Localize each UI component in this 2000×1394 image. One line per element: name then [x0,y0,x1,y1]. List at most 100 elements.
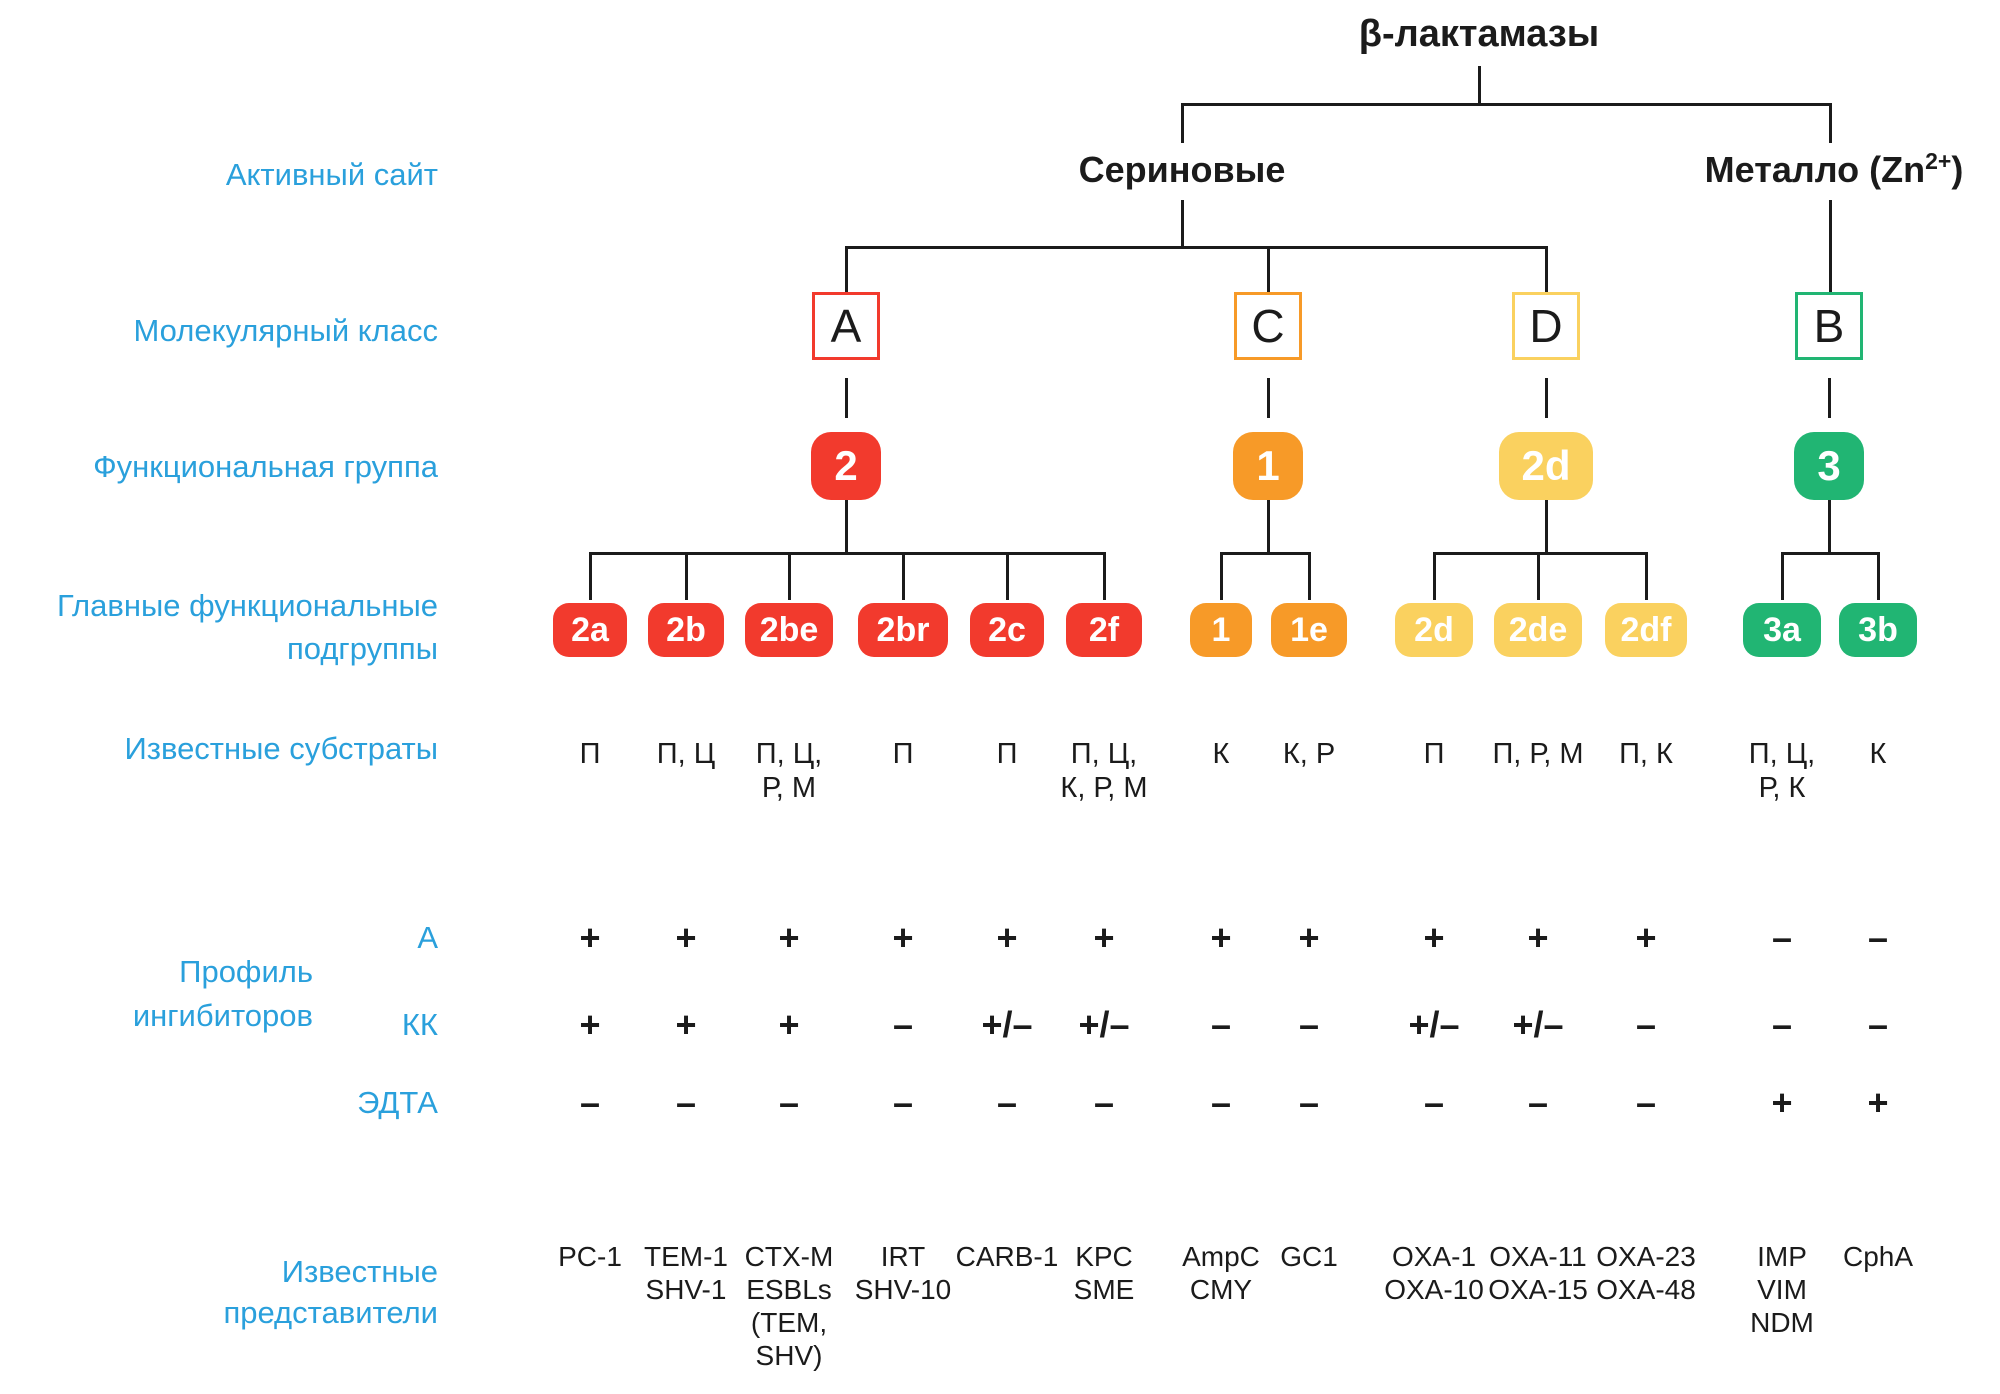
representatives-2a: PC-1 [510,1240,670,1273]
inhibitor-kk-2df: – [1635,1004,1657,1045]
subgroup-drop-connector [1005,552,1009,600]
subgroup-chip-2c: 2c [970,603,1044,657]
inhibitor-edta-3b: + [1867,1082,1889,1123]
representatives-3b-line1: CphA [1842,1241,1914,1272]
inhibitor-a-2c: + [996,917,1018,958]
representatives-2b-line1: TEM-1 [644,1241,728,1272]
branch-label-metallo: Металло (Zn2+) [1614,148,2000,192]
subgroup-chip-2de: 2de [1494,603,1582,657]
row-label-main-subgroups-line1: Главные функциональные [57,588,438,623]
representatives-1: AmpC CMY [1141,1240,1301,1306]
subgroup-drop-connector [1307,552,1311,600]
representatives-2be-line3: (TEM, [750,1307,828,1338]
top-branch-connector [1180,103,1832,106]
inhibitor-kk-2be: + [778,1004,800,1045]
inhibitor-a-2d: + [1423,917,1445,958]
representatives-2f-line1: KPC [1075,1241,1133,1272]
serine-drop-connector [1180,103,1184,143]
substrates-1: К [1141,737,1301,771]
representatives-2d-line1: OXA-1 [1391,1241,1477,1272]
title-stem-connector [1477,66,1481,103]
class-drop-connector [844,246,848,292]
row-label-known-representatives-line1: Известные [281,1254,438,1289]
representatives-2f-line2: SME [1073,1274,1135,1305]
row-label-active-site: Активный сайт [225,157,438,192]
row-label-main-subgroups: Главные функциональные подгруппы [18,584,438,670]
substrates-2d: П [1354,737,1514,771]
inhibitor-kk-3a: – [1771,1004,1793,1045]
inhibitor-a-2a: + [579,917,601,958]
representatives-2be: CTX-M ESBLs (TEM, SHV) [709,1240,869,1372]
row-label-known-representatives-line2: представители [223,1295,438,1330]
substrates-2a: П [510,737,670,771]
inhibitor-a-3b: – [1867,917,1889,958]
substrates-2c-line1: П [996,738,1018,770]
substrates-2be-line1: П, Ц, [755,738,823,770]
inhibitor-kk-2c: +/– [981,1004,1033,1045]
class-box-A: A [812,292,880,360]
inhibitor-a-1e: + [1298,917,1320,958]
subgroup-drop-connector [1644,552,1648,600]
inhibitor-edta-2be: – [778,1082,800,1123]
branch-label-serine: Сериновые [962,148,1402,192]
inhibitor-kk-2b: + [675,1004,697,1045]
inhibitor-kk-1: – [1210,1004,1232,1045]
representatives-2be-line1: CTX-M [744,1241,834,1272]
class-to-group-connector [1827,378,1831,418]
inhibitor-edta-2a: – [579,1082,601,1123]
class-to-group-connector [844,378,848,418]
representatives-3a: IMP VIM NDM [1702,1240,1862,1339]
substrates-2f-line1: П, Ц, [1070,738,1138,770]
substrates-3a-line1: П, Ц, [1748,738,1816,770]
substrates-2br-line1: П [892,738,914,770]
inhibitor-edta-1e: – [1298,1082,1320,1123]
substrates-2de: П, Р, М [1458,737,1618,771]
subgroup-chip-1e: 1e [1271,603,1347,657]
group-badge-2d: 2d [1499,432,1593,500]
inhibitor-edta-2df: – [1635,1082,1657,1123]
class-to-group-connector [1544,378,1548,418]
representatives-2c-line1: CARB-1 [955,1241,1059,1272]
representatives-2be-line4: SHV) [755,1340,823,1371]
class-box-B: B [1795,292,1863,360]
row-label-known-substrates: Известные субстраты [124,731,438,766]
substrates-2f-line2: К, Р, М [1060,772,1148,804]
subgroup-chip-2be: 2be [745,603,833,657]
row-label-inhibitor-profile: Профиль ингибиторов [13,950,313,1038]
inhibitor-kk-2de: +/– [1512,1004,1564,1045]
metallo-drop-connector [1828,103,1832,143]
inhibitor-a-1: + [1210,917,1232,958]
representatives-3a-line1: IMP [1757,1241,1807,1272]
row-label-main-subgroups-line2: подгруппы [287,631,438,666]
subgroup-chip-2df: 2df [1605,603,1687,657]
representatives-3b: CphA [1798,1240,1958,1273]
inhibitor-kk-2d: +/– [1408,1004,1460,1045]
substrates-3b: К [1798,737,1958,771]
inhibitor-kk-2a: + [579,1004,601,1045]
representatives-3a-line2: VIM [1757,1274,1807,1305]
inhibitor-a-2br: + [892,917,914,958]
substrates-3b-line1: К [1869,738,1887,770]
inhibitor-kk-2br: – [892,1004,914,1045]
representatives-2d: OXA-1 OXA-10 [1354,1240,1514,1306]
representatives-2f: KPC SME [1024,1240,1184,1306]
representatives-2df: OXA-23 OXA-48 [1566,1240,1726,1306]
substrates-2be: П, Ц, Р, М [709,737,869,805]
substrates-1-line1: К [1212,738,1230,770]
substrates-2b-line1: П, Ц [656,738,716,770]
subgroup-bar-connector [1219,552,1311,555]
substrates-2c: П [927,737,1087,771]
representatives-2br: IRT SHV-10 [823,1240,983,1306]
metallo-stem-connector [1828,200,1832,292]
representatives-2b: TEM-1 SHV-1 [606,1240,766,1306]
representatives-2de-line1: OXA-11 [1489,1241,1587,1272]
representatives-2de: OXA-11 OXA-15 [1458,1240,1618,1306]
representatives-1e-line1: GC1 [1280,1241,1338,1272]
representatives-2b-line2: SHV-1 [645,1274,727,1305]
row-label-inhibitor-profile-line1: Профиль [179,954,313,989]
class-to-group-connector [1266,378,1270,418]
group-stem-connector [1266,500,1270,554]
subgroup-drop-connector [1780,552,1784,600]
representatives-1-line1: AmpC [1182,1241,1260,1272]
